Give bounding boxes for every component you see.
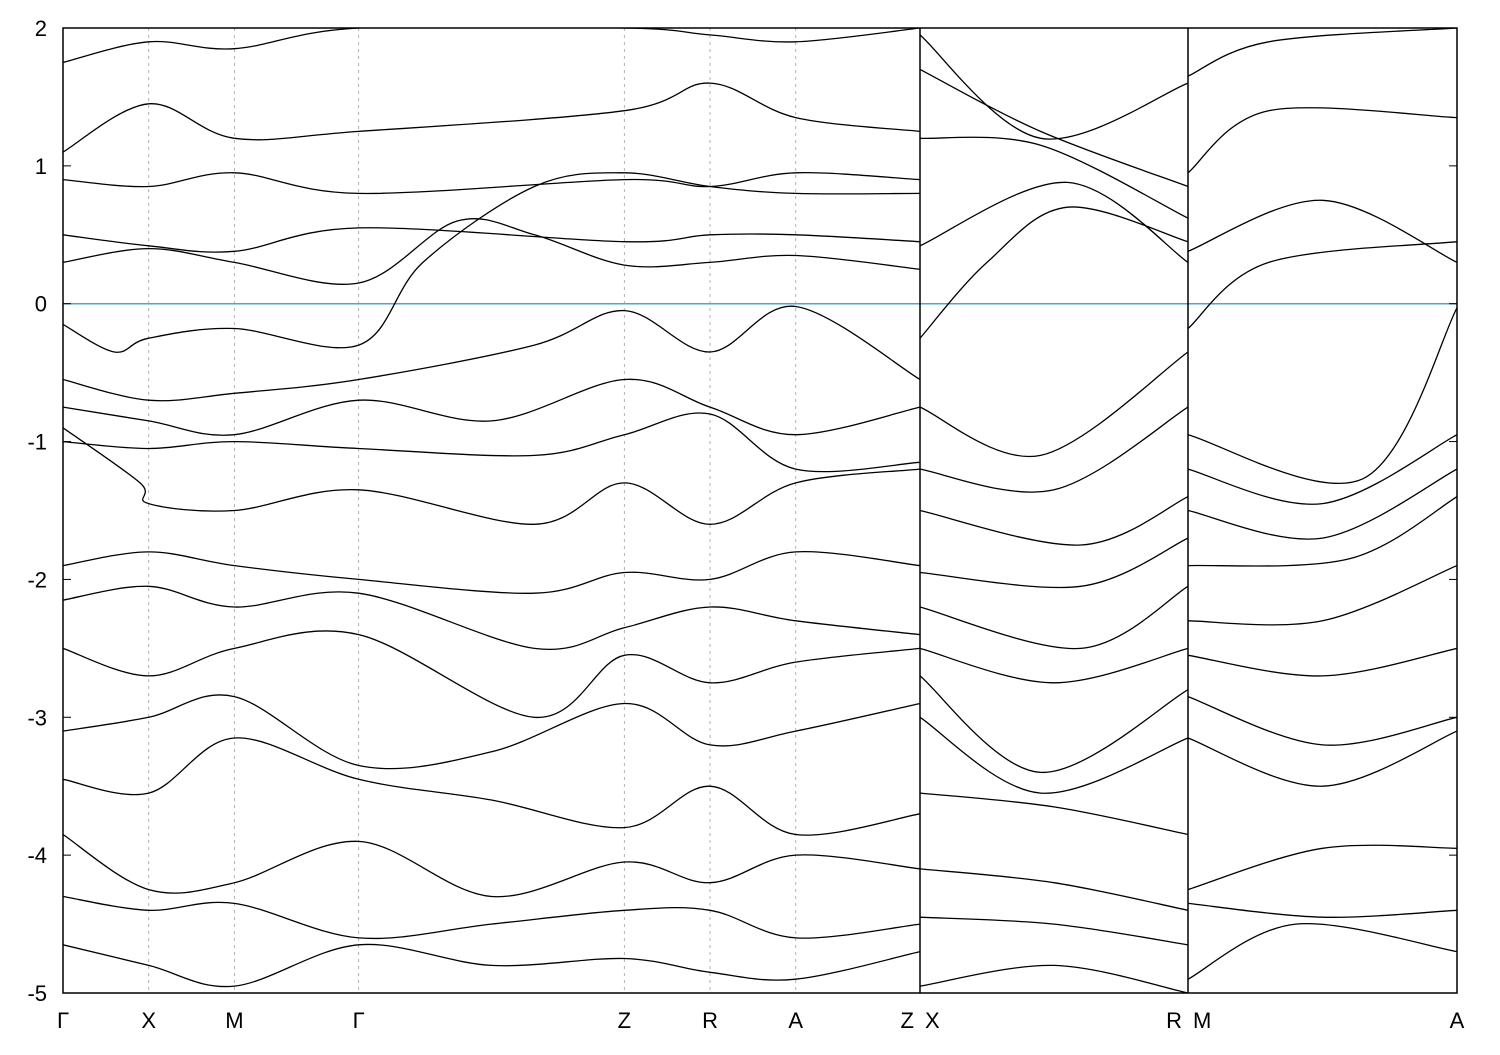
y-tick-label: 1 [35,154,47,179]
y-tick-label: -4 [27,843,47,868]
band-line [63,218,921,285]
plot-frame [62,27,1458,994]
band-line [1187,647,1457,677]
band-line [1187,902,1457,918]
x-tick-label: M [1193,1008,1211,1033]
band-line [1187,307,1457,485]
band-line [63,585,921,651]
band-line [63,378,921,436]
band-line [1187,434,1457,505]
x-tick-label: A [788,1008,803,1033]
y-tick-label: -5 [27,981,47,1006]
x-tick-label: Γ [353,1008,365,1033]
band-line [1187,730,1457,787]
band-line [63,427,921,525]
band-line [63,28,921,64]
band-line [1187,844,1457,891]
band-line [919,792,1189,836]
band-line [919,496,1189,546]
band-line [919,537,1189,589]
band-line [63,895,921,940]
band-line [919,351,1189,458]
band-line [1187,241,1457,330]
band-line [1187,922,1457,980]
x-tick-label: Z [901,1008,914,1033]
x-tick-label: A [1450,1008,1465,1033]
band-line [919,964,1189,993]
x-tick-label: R [702,1008,718,1033]
band-line [919,716,1189,794]
band-line [919,916,1189,946]
band-line [1187,496,1457,567]
band-line [63,694,921,770]
band-line [919,675,1189,774]
band-line [63,172,921,353]
band-line [63,227,921,253]
y-tick-label: 2 [35,16,47,41]
band-line [63,943,921,988]
band-line [63,630,921,718]
band-line [1187,28,1457,77]
band-line [63,737,921,836]
x-tick-label: X [141,1008,156,1033]
band-line [919,647,1189,684]
y-tick-label: 0 [35,292,47,317]
x-tick-label: X [925,1008,940,1033]
band-line [63,550,921,594]
bands-group [63,28,1457,993]
band-line [919,136,1189,219]
band-line [63,305,921,402]
band-line [1187,695,1457,746]
band-line [63,412,921,473]
band-line [919,585,1189,650]
band-line [919,34,1189,140]
y-tick-label: -3 [27,705,47,730]
band-line [1187,468,1457,540]
band-line [63,833,921,898]
band-line [1187,564,1457,626]
x-tick-label: Γ [57,1008,69,1033]
x-tick-label: M [225,1008,243,1033]
band-line [1187,107,1457,174]
y-tick-label: -1 [27,430,47,455]
y-tick-label: -2 [27,567,47,592]
band-line [63,172,921,195]
band-line [919,406,1189,493]
band-line [919,206,1189,339]
band-line [1187,199,1457,263]
x-tick-label: R [1166,1008,1182,1033]
band-line [919,868,1189,911]
band-line [919,181,1189,263]
band-line [63,82,921,153]
band-line [919,68,1189,188]
x-tick-label: Z [618,1008,631,1033]
